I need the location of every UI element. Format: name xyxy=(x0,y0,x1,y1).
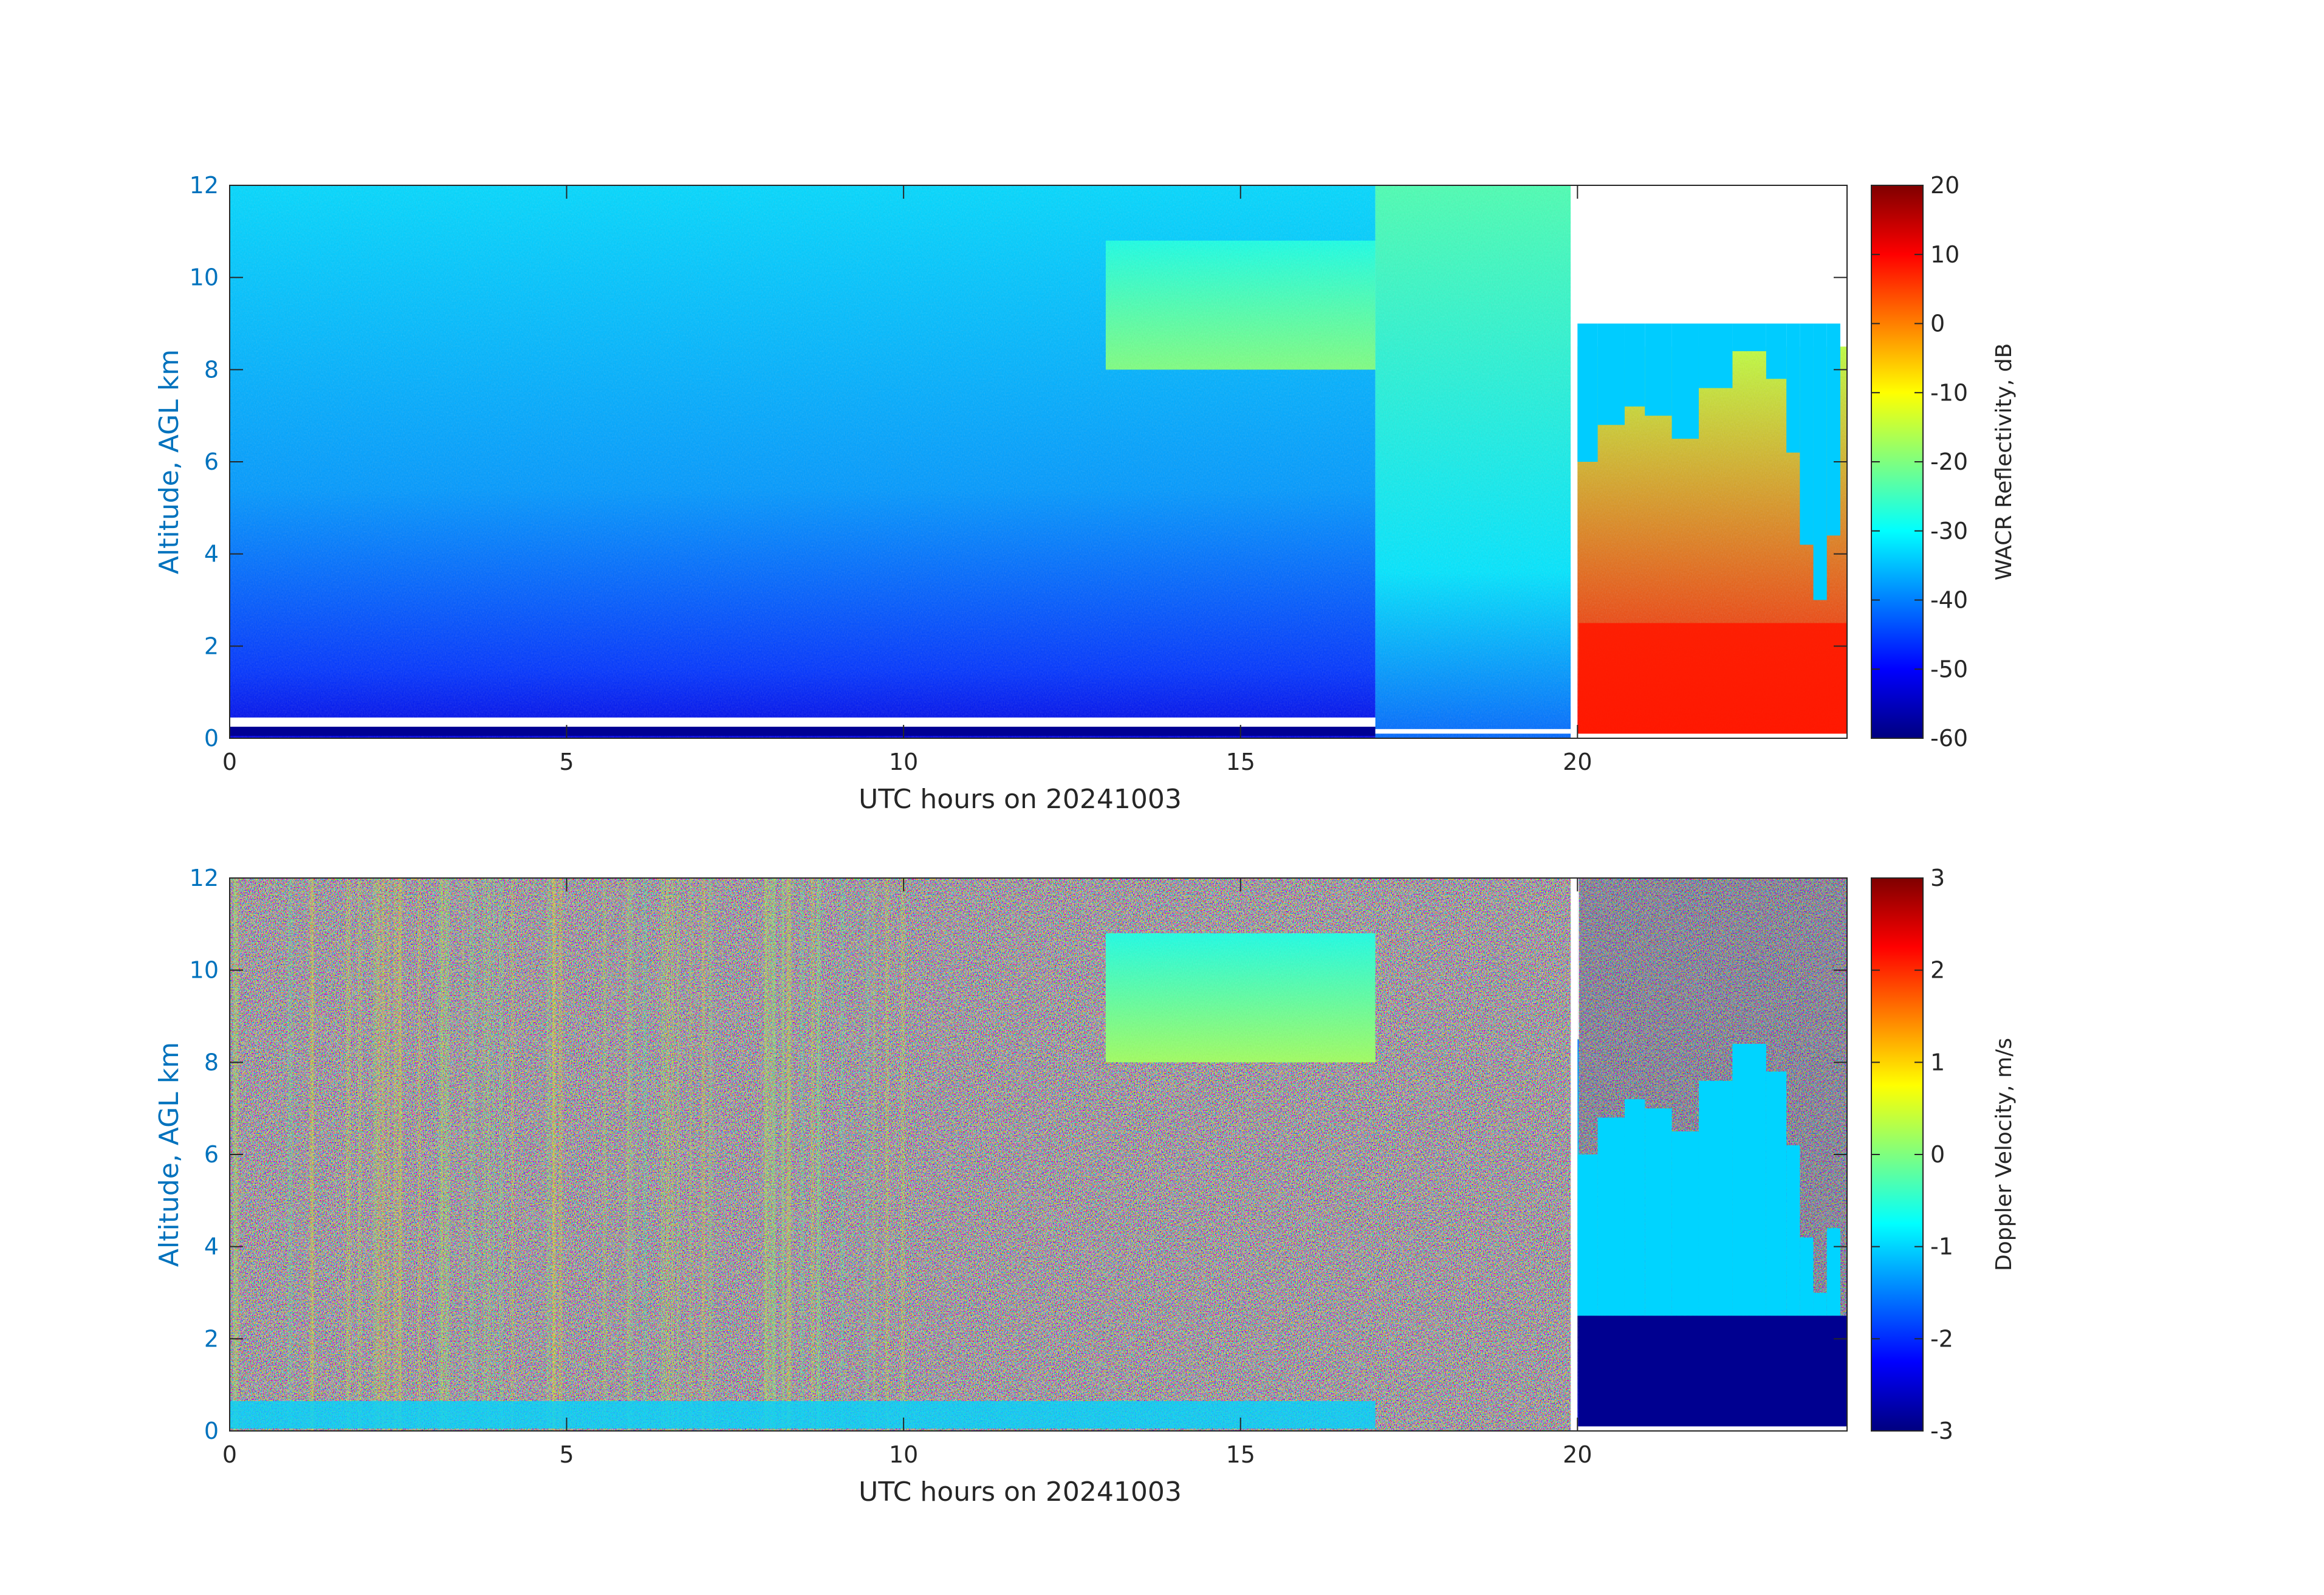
y-tick-label: 10 xyxy=(190,957,219,984)
y-tick-label: 2 xyxy=(204,633,219,659)
y-tick-label: 2 xyxy=(204,1325,219,1352)
heatmap-region-1 xyxy=(1375,185,1571,738)
y-tick-label: 12 xyxy=(190,865,219,891)
colorbar-tick-label: 0 xyxy=(1930,1141,1945,1168)
surface-clutter xyxy=(230,717,1376,727)
y-tick-label: 4 xyxy=(204,1233,219,1260)
colorbar-tick-label: 10 xyxy=(1930,241,1959,268)
x-tick-label: 5 xyxy=(559,1441,574,1468)
x-tick-label: 0 xyxy=(222,749,237,775)
data-gap xyxy=(1571,878,1578,1431)
data-gap xyxy=(1571,185,1578,738)
colorbar-tick-label: 20 xyxy=(1930,172,1959,199)
x-axis-label: UTC hours on 20241003 xyxy=(859,1477,1182,1508)
colorbar-tick-label: -40 xyxy=(1930,587,1968,614)
y-tick-label: 0 xyxy=(204,1418,219,1444)
y-axis-label: Altitude, AGL km xyxy=(154,349,185,574)
colorbar-tick-label: 2 xyxy=(1930,957,1945,984)
colorbar-tick-label: -60 xyxy=(1930,725,1968,752)
y-axis-label: Altitude, AGL km xyxy=(154,1042,185,1267)
heatmap-region-2 xyxy=(1105,933,1376,1063)
colorbar-tick-label: 1 xyxy=(1930,1049,1945,1075)
heatmap-region-0 xyxy=(230,878,1578,1431)
y-tick-label: 10 xyxy=(190,264,219,291)
colorbar-tick-label: -50 xyxy=(1930,656,1968,682)
colorbar-tick-label: -10 xyxy=(1930,379,1968,406)
colorbar-tick-label: -30 xyxy=(1930,518,1968,544)
colorbar-label: WACR Reflectivity, dB xyxy=(1992,343,2017,581)
plot-area xyxy=(230,185,1847,738)
heatmap-region-3 xyxy=(1105,241,1376,370)
y-tick-label: 4 xyxy=(204,541,219,568)
colorbar-tick-label: -1 xyxy=(1930,1233,1953,1260)
x-tick-label: 20 xyxy=(1563,1441,1592,1468)
y-tick-label: 8 xyxy=(204,356,219,383)
cloud-towers xyxy=(1577,323,1840,600)
colorbar xyxy=(1871,185,1924,739)
x-tick-label: 10 xyxy=(889,749,918,775)
cloud-towers xyxy=(1577,878,1847,1316)
colorbar-label: Doppler Velocity, m/s xyxy=(1992,1038,2017,1271)
x-tick-label: 20 xyxy=(1563,749,1592,775)
colorbar-tick-label: 0 xyxy=(1930,310,1945,337)
y-tick-label: 0 xyxy=(204,725,219,752)
x-axis-label: UTC hours on 20241003 xyxy=(859,784,1182,815)
x-tick-label: 0 xyxy=(222,1441,237,1468)
colorbar-tick-label: -20 xyxy=(1930,448,1968,475)
x-tick-label: 15 xyxy=(1226,1441,1255,1468)
x-tick-label: 15 xyxy=(1226,749,1255,775)
reflectivity-panel: 0 5 10 15 20 0 2 4 6 8 10 12 UTC hours on 20241003 Al… xyxy=(154,172,2017,815)
y-tick-label: 6 xyxy=(204,448,219,475)
x-tick-label: 10 xyxy=(889,1441,918,1468)
colorbar xyxy=(1871,877,1924,1432)
y-tick-label: 6 xyxy=(204,1141,219,1168)
y-tick-label: 8 xyxy=(204,1049,219,1075)
colorbar-tick-label: 3 xyxy=(1930,865,1945,891)
x-tick-label: 5 xyxy=(559,749,574,775)
y-tick-label: 12 xyxy=(190,172,219,199)
plot-area xyxy=(230,878,1847,1431)
colorbar-tick-label: -2 xyxy=(1930,1325,1953,1352)
colorbar-tick-label: -3 xyxy=(1930,1418,1953,1444)
